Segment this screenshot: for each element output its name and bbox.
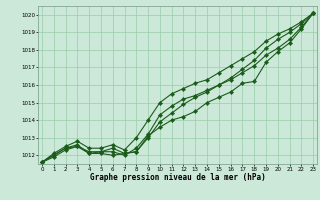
X-axis label: Graphe pression niveau de la mer (hPa): Graphe pression niveau de la mer (hPa) xyxy=(90,173,266,182)
